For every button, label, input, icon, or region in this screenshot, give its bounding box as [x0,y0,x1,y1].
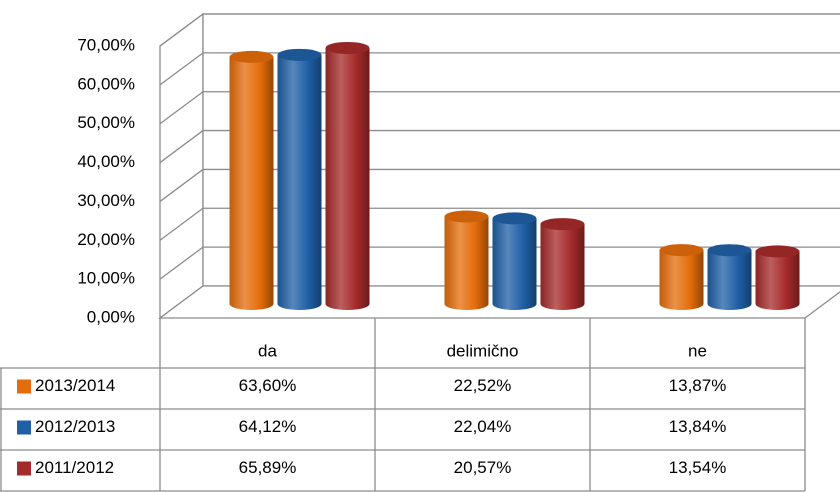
bar-top [229,50,274,63]
bar [755,245,800,310]
data-label: 63,60% [239,376,297,395]
bar-body [444,216,489,310]
bar [277,48,322,311]
legend-label: 2011/2012 [35,458,114,477]
legend-swatch [17,461,31,476]
data-label: 22,04% [454,417,512,436]
bar-body [540,224,585,310]
gridline [159,207,840,241]
gridline [159,129,840,164]
data-label: 64,12% [239,417,297,436]
data-label: 13,87% [669,376,727,395]
data-label: 22,52% [454,376,512,395]
bars [229,41,800,311]
y-tick-label: 20,00% [77,230,135,249]
bar-body [659,250,704,310]
y-axis-ticks: 0,00% 10,00% 20,00% 30,00% 40,00% 50,00% 60,00… [77,35,135,326]
bar-top [325,41,370,54]
gridline [159,52,840,86]
y-tick-label: 40,00% [77,152,135,171]
bar-body [492,218,537,310]
bar-body [325,47,370,311]
gridline [159,13,840,47]
y-tick-label: 0,00% [87,307,135,326]
bar [492,212,537,310]
bar-top [659,244,704,257]
y-tick-label: 60,00% [77,74,135,93]
bar-body [229,56,274,310]
bar-top [444,210,489,223]
side-wall [159,12,204,320]
data-label: 65,89% [239,458,297,477]
bar-top [755,245,800,258]
bar-top [492,212,537,225]
category-label: delimično [447,341,519,360]
bar-top [540,218,585,231]
bar [659,244,704,310]
data-label: 13,54% [669,458,727,477]
bar-body [277,54,322,311]
bar [540,218,585,310]
y-tick-label: 70,00% [77,35,135,54]
bar [229,50,274,310]
bar [707,244,752,310]
bar-top [707,244,752,257]
y-tick-label: 50,00% [77,113,135,132]
y-tick-label: 30,00% [77,191,135,210]
bar [444,210,489,310]
y-tick-label: 10,00% [77,269,135,288]
legend-label: 2012/2013 [35,417,115,436]
bar-body [755,251,800,310]
legend-label: 2013/2014 [35,376,115,395]
gridline [159,246,840,280]
bar-top [277,48,322,61]
legend-swatch [17,420,31,435]
data-label: 20,57% [454,458,512,477]
category-label: da [258,341,277,360]
bar [325,41,370,311]
data-table: da delimično ne 2013/2014 63,60% 22,52% 13,87%… [0,318,806,492]
legend-swatch [17,379,31,394]
category-label: ne [688,341,707,360]
data-label: 13,84% [669,417,727,436]
gridline [159,168,840,202]
bar-body [707,250,752,310]
gridline [159,91,840,125]
gridlines [159,13,840,280]
